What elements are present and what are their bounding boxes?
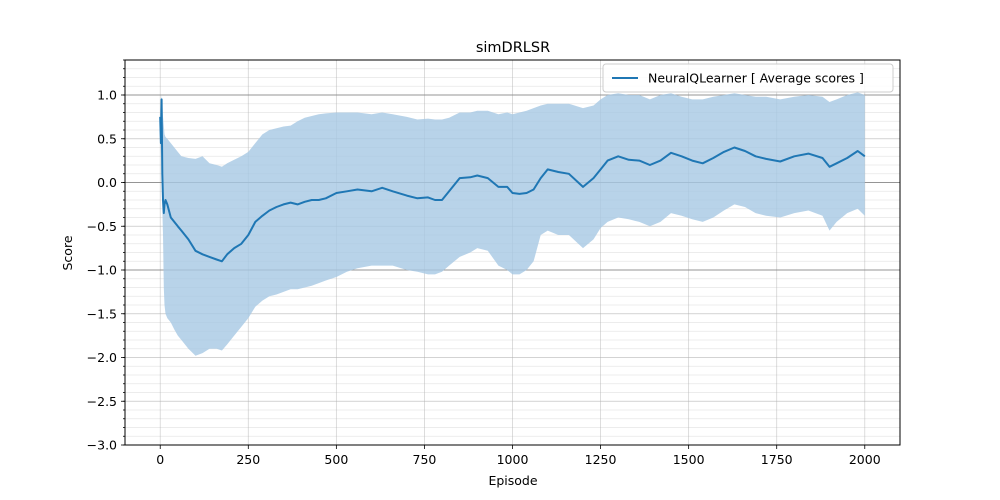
x-tick-label: 1000 <box>497 452 529 467</box>
tick-labels: 0 250 500 750 1000 1250 1500 1750 2000 −3.0 −2.5 −2… <box>87 88 881 468</box>
x-tick-label: 1500 <box>673 452 705 467</box>
chart-title: simDRLSR <box>476 40 550 56</box>
y-tick-label: −2.0 <box>87 350 117 365</box>
y-tick-label: 1.0 <box>97 88 117 103</box>
y-tick-label: −3.0 <box>87 438 117 453</box>
x-tick-label: 1750 <box>761 452 793 467</box>
axes <box>121 59 901 449</box>
y-tick-label: 0.0 <box>97 175 117 190</box>
x-tick-label: 250 <box>236 452 260 467</box>
x-tick-label: 750 <box>413 452 437 467</box>
legend: NeuralQLearner [ Average scores ] <box>602 63 894 93</box>
series-line <box>159 98 866 263</box>
legend-entry: NeuralQLearner [ Average scores ] <box>648 71 864 86</box>
y-tick-label: −2.5 <box>87 394 117 409</box>
x-tick-label: 500 <box>324 452 348 467</box>
x-tick-label: 1250 <box>585 452 617 467</box>
y-tick-label: −0.5 <box>87 219 117 234</box>
y-tick-label: −1.0 <box>87 263 117 278</box>
y-tick-label: −1.5 <box>87 306 117 321</box>
y-axis-label: Score <box>60 235 75 270</box>
x-tick-label: 2000 <box>849 452 881 467</box>
x-tick-label: 0 <box>156 452 164 467</box>
legend-box <box>602 63 894 93</box>
series-line-layer <box>159 98 866 263</box>
y-tick-label: 0.5 <box>97 131 117 146</box>
x-axis-label: Episode <box>488 473 537 488</box>
